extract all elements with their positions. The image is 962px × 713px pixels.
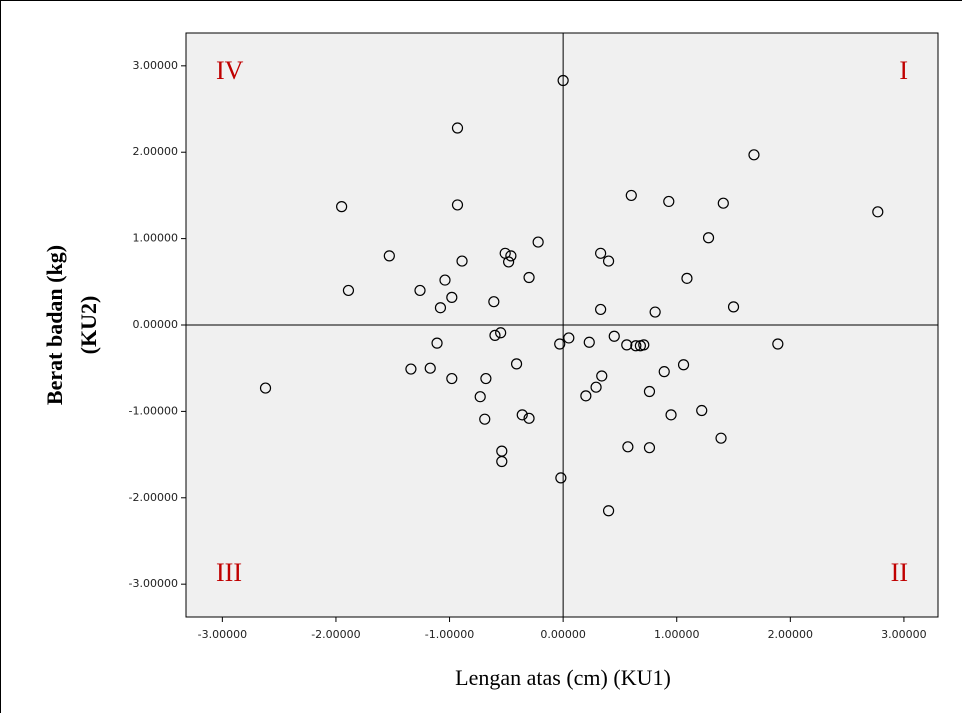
point bbox=[446, 291, 458, 303]
point bbox=[516, 409, 528, 421]
point bbox=[451, 122, 464, 134]
point bbox=[602, 505, 615, 517]
quadrant-label: II bbox=[891, 558, 908, 587]
point bbox=[424, 362, 436, 374]
point bbox=[446, 372, 458, 385]
point bbox=[727, 301, 740, 313]
point bbox=[717, 197, 729, 209]
point bbox=[405, 363, 417, 375]
point bbox=[510, 358, 523, 370]
point bbox=[532, 236, 544, 248]
point bbox=[638, 339, 650, 351]
point bbox=[495, 327, 507, 339]
point bbox=[434, 302, 447, 314]
point bbox=[414, 284, 426, 297]
point bbox=[555, 472, 567, 484]
point bbox=[677, 359, 690, 371]
y-tick-label: -1.00000 bbox=[129, 404, 178, 417]
point bbox=[580, 390, 592, 402]
point bbox=[451, 199, 464, 211]
point bbox=[590, 381, 602, 393]
point bbox=[649, 306, 661, 318]
x-tick-label: 3.00000 bbox=[881, 628, 927, 641]
point bbox=[489, 329, 501, 341]
point bbox=[456, 255, 468, 267]
point bbox=[643, 385, 656, 398]
point bbox=[523, 412, 535, 424]
point bbox=[595, 303, 607, 316]
point bbox=[439, 274, 451, 286]
x-tick-label: 2.00000 bbox=[768, 628, 814, 641]
y-tick-label: -2.00000 bbox=[129, 491, 178, 504]
point bbox=[643, 442, 656, 454]
point bbox=[554, 338, 566, 350]
point bbox=[663, 195, 675, 208]
x-tick-label: -3.00000 bbox=[198, 628, 247, 641]
point bbox=[563, 332, 575, 344]
point bbox=[872, 206, 884, 218]
x-tick-label: -2.00000 bbox=[311, 628, 360, 641]
quadrant-label: I bbox=[899, 56, 908, 85]
point bbox=[496, 455, 508, 468]
point bbox=[630, 340, 642, 352]
point bbox=[681, 272, 693, 284]
point bbox=[602, 255, 615, 267]
point bbox=[596, 370, 608, 382]
point bbox=[625, 189, 637, 202]
point bbox=[431, 337, 443, 349]
y-tick-label: 2.00000 bbox=[133, 145, 179, 158]
y-tick-label: -3.00000 bbox=[129, 577, 178, 590]
y-axis-label: Berat badan (kg) bbox=[42, 245, 67, 405]
point bbox=[665, 409, 677, 421]
x-tick-label: -1.00000 bbox=[425, 628, 474, 641]
point bbox=[342, 284, 355, 297]
point bbox=[474, 391, 486, 403]
point bbox=[503, 256, 515, 268]
quadrant-label: III bbox=[216, 558, 242, 587]
point bbox=[608, 330, 620, 342]
x-tick-label: 1.00000 bbox=[654, 628, 700, 641]
point bbox=[259, 382, 272, 394]
point bbox=[336, 201, 348, 213]
y-axis-label: (KU2) bbox=[76, 296, 101, 355]
point bbox=[479, 413, 491, 425]
y-tick-label: 0.00000 bbox=[133, 318, 179, 331]
point bbox=[658, 366, 670, 378]
point bbox=[772, 338, 784, 350]
point bbox=[505, 250, 517, 262]
point bbox=[715, 432, 727, 444]
point bbox=[696, 404, 708, 417]
point bbox=[488, 296, 500, 308]
x-tick-label: 0.00000 bbox=[540, 628, 586, 641]
point bbox=[480, 372, 492, 385]
x-axis-label: Lengan atas (cm) (KU1) bbox=[455, 665, 671, 690]
point bbox=[383, 250, 395, 262]
point bbox=[621, 339, 633, 351]
point bbox=[622, 441, 634, 453]
quadrant-label: IV bbox=[216, 56, 244, 85]
y-tick-label: 3.00000 bbox=[133, 59, 179, 72]
point bbox=[595, 247, 607, 259]
point bbox=[557, 74, 569, 87]
point bbox=[583, 336, 595, 348]
y-tick-label: 1.00000 bbox=[133, 232, 179, 245]
point bbox=[523, 271, 535, 284]
point bbox=[748, 149, 760, 161]
point bbox=[702, 232, 715, 244]
